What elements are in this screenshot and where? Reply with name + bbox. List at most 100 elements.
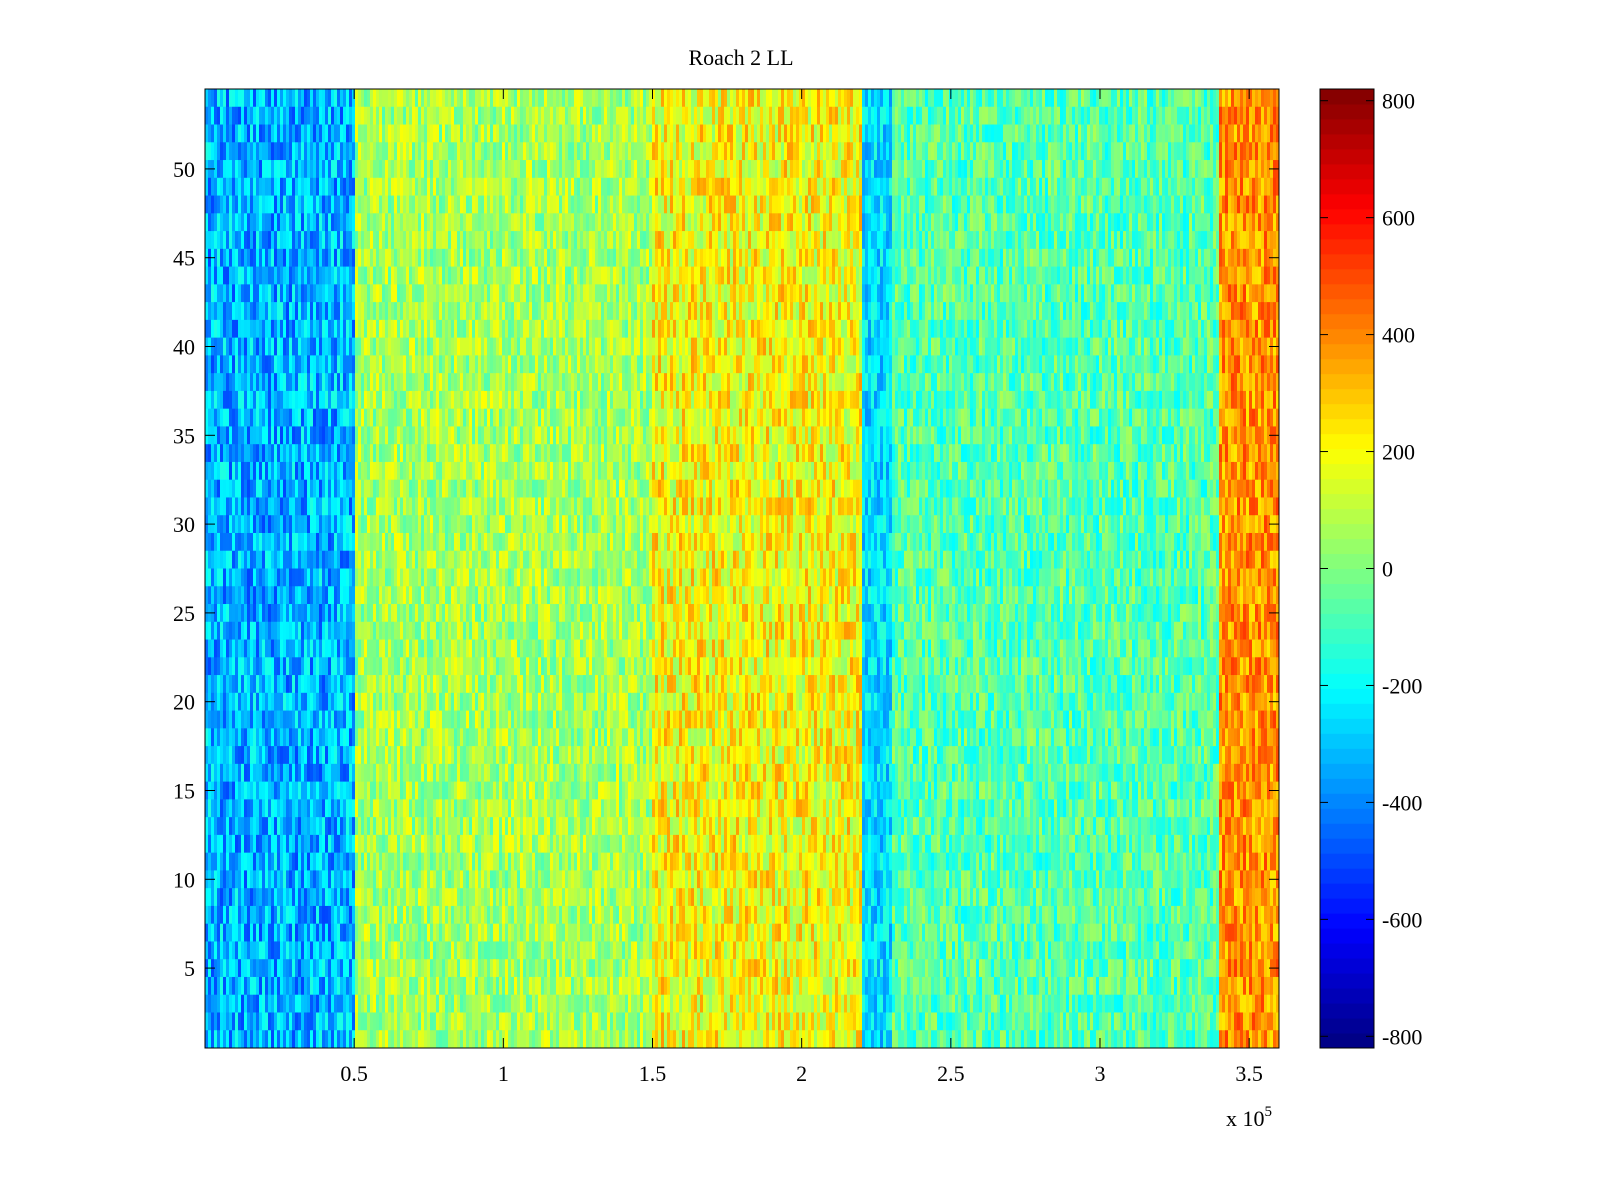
heatmap-cell	[457, 675, 460, 693]
heatmap-cell	[250, 196, 253, 214]
heatmap-cell	[307, 515, 310, 533]
heatmap-cell	[448, 302, 451, 320]
heatmap-cell	[355, 941, 358, 959]
heatmap-cell	[418, 462, 421, 480]
heatmap-cell	[283, 391, 286, 409]
heatmap-cell	[361, 657, 364, 675]
heatmap-cell	[217, 480, 220, 498]
heatmap-cell	[355, 817, 358, 835]
heatmap-cell	[385, 799, 388, 817]
heatmap-cell	[340, 569, 343, 587]
heatmap-cell	[328, 586, 331, 604]
heatmap-cell	[475, 267, 478, 285]
heatmap-cell	[214, 284, 217, 302]
heatmap-cell	[418, 213, 421, 231]
heatmap-cell	[319, 746, 322, 764]
heatmap-cell	[286, 107, 289, 125]
heatmap-cell	[319, 125, 322, 143]
heatmap-cell	[397, 835, 400, 853]
heatmap-cell	[400, 284, 403, 302]
heatmap-cell	[223, 302, 226, 320]
heatmap-cell	[247, 924, 250, 942]
heatmap-cell	[226, 799, 229, 817]
heatmap-cell	[391, 462, 394, 480]
heatmap-cell	[268, 267, 271, 285]
heatmap-cell	[286, 959, 289, 977]
heatmap-cell	[460, 941, 463, 959]
heatmap-cell	[400, 409, 403, 427]
heatmap-cell	[292, 497, 295, 515]
heatmap-cell	[352, 515, 355, 533]
heatmap-cell	[469, 196, 472, 214]
heatmap-cell	[208, 835, 211, 853]
heatmap-cell	[304, 746, 307, 764]
heatmap-cell	[418, 657, 421, 675]
heatmap-cell	[346, 1030, 349, 1048]
heatmap-cell	[232, 533, 235, 551]
heatmap-cell	[427, 89, 430, 107]
heatmap-cell	[433, 604, 436, 622]
heatmap-cell	[451, 782, 454, 800]
heatmap-cell	[397, 231, 400, 249]
heatmap-cell	[322, 693, 325, 711]
heatmap-cell	[421, 373, 424, 391]
heatmap-cell	[433, 888, 436, 906]
heatmap-cell	[457, 284, 460, 302]
heatmap-cell	[319, 604, 322, 622]
heatmap-cell	[292, 142, 295, 160]
heatmap-cell	[478, 728, 481, 746]
heatmap-cell	[355, 1030, 358, 1048]
heatmap-cell	[412, 249, 415, 267]
heatmap-cell	[403, 586, 406, 604]
heatmap-cell	[412, 622, 415, 640]
heatmap-cell	[238, 675, 241, 693]
heatmap-cell	[370, 782, 373, 800]
heatmap-cell	[307, 497, 310, 515]
heatmap-cell	[322, 835, 325, 853]
heatmap-cell	[238, 817, 241, 835]
heatmap-cell	[475, 746, 478, 764]
heatmap-cell	[394, 977, 397, 995]
heatmap-cell	[361, 959, 364, 977]
heatmap-cell	[469, 391, 472, 409]
heatmap-cell	[325, 196, 328, 214]
heatmap-cell	[322, 657, 325, 675]
heatmap-cell	[319, 693, 322, 711]
heatmap-cell	[235, 480, 238, 498]
heatmap-cell	[478, 89, 481, 107]
heatmap-cell	[232, 142, 235, 160]
heatmap-cell	[274, 622, 277, 640]
heatmap-cell	[382, 426, 385, 444]
heatmap-cell	[241, 995, 244, 1013]
heatmap-cell	[376, 391, 379, 409]
heatmap-cell	[343, 338, 346, 356]
heatmap-cell	[442, 160, 445, 178]
heatmap-cell	[427, 373, 430, 391]
heatmap-cell	[427, 977, 430, 995]
heatmap-cell	[274, 977, 277, 995]
heatmap-cell	[409, 551, 412, 569]
heatmap-cell	[286, 640, 289, 658]
heatmap-cell	[463, 853, 466, 871]
heatmap-cell	[460, 711, 463, 729]
heatmap-cell	[457, 799, 460, 817]
heatmap-cell	[244, 799, 247, 817]
heatmap-cell	[229, 906, 232, 924]
heatmap-cell	[343, 728, 346, 746]
heatmap-cell	[226, 746, 229, 764]
heatmap-cell	[334, 817, 337, 835]
heatmap-cell	[250, 373, 253, 391]
heatmap-cell	[286, 284, 289, 302]
heatmap-cell	[481, 160, 484, 178]
heatmap-cell	[253, 906, 256, 924]
heatmap-cell	[331, 284, 334, 302]
heatmap-cell	[220, 284, 223, 302]
heatmap-cell	[286, 817, 289, 835]
heatmap-cell	[421, 870, 424, 888]
heatmap-cell	[439, 977, 442, 995]
heatmap-cell	[373, 426, 376, 444]
heatmap-cell	[448, 799, 451, 817]
heatmap-cell	[310, 213, 313, 231]
heatmap-cell	[313, 533, 316, 551]
heatmap-cell	[439, 160, 442, 178]
